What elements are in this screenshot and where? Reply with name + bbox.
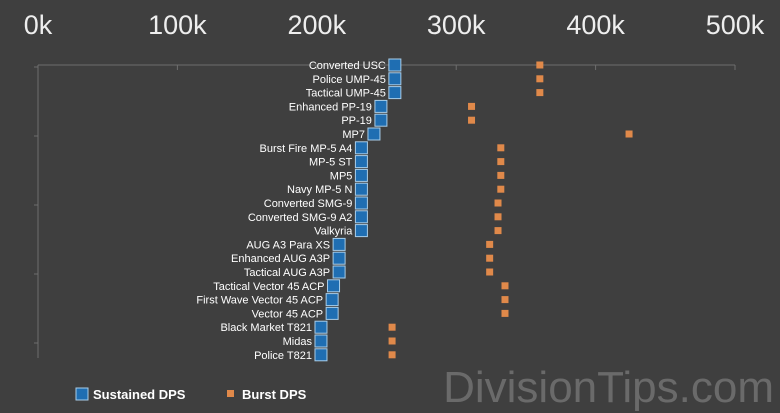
- burst-dps-point: [536, 75, 544, 83]
- burst-dps-point: [388, 351, 396, 359]
- category-label: MP5: [330, 170, 353, 182]
- sustained-dps-point: [354, 168, 368, 182]
- category-labels: Converted USC Police UMP-45 Tactical UMP-4…: [196, 60, 386, 362]
- sustained-dps-point: [354, 210, 368, 224]
- category-label: Police UMP-45: [313, 74, 386, 86]
- sustained-dps-point: [374, 99, 388, 113]
- sustained-dps-point: [354, 182, 368, 196]
- sustained-dps-point: [327, 279, 341, 293]
- category-label: Navy MP-5 N: [287, 184, 352, 196]
- burst-dps-point: [501, 309, 509, 317]
- category-label: Midas: [283, 336, 313, 348]
- legend-burst-label: Burst DPS: [242, 387, 307, 402]
- sustained-dps-point: [354, 155, 368, 169]
- burst-dps-point: [494, 227, 502, 235]
- x-axis-ticks: 0k 100k 200k 300k 400k 500k: [24, 10, 765, 40]
- x-tick-label: 300k: [427, 10, 486, 40]
- category-label: MP7: [342, 129, 365, 141]
- x-tick-label: 200k: [288, 10, 347, 40]
- category-label: Vector 45 ACP: [252, 308, 324, 320]
- category-label: Enhanced PP-19: [289, 101, 372, 113]
- sustained-dps-point: [314, 334, 328, 348]
- burst-dps-point: [486, 268, 494, 276]
- burst-dps-point: [497, 185, 505, 193]
- category-label: PP-19: [341, 115, 372, 127]
- sustained-dps-point: [354, 224, 368, 238]
- category-label: Tactical UMP-45: [306, 88, 386, 100]
- burst-dps-point: [497, 144, 505, 152]
- axes: [34, 64, 736, 358]
- burst-dps-point: [494, 213, 502, 221]
- sustained-dps-point: [325, 306, 339, 320]
- burst-dps-point: [468, 102, 476, 110]
- x-tick-label: 400k: [566, 10, 625, 40]
- burst-dps-point: [497, 171, 505, 179]
- watermark: DivisionTips.com: [443, 363, 774, 412]
- category-label: Black Market T821: [220, 322, 312, 334]
- sustained-dps-point: [314, 320, 328, 334]
- sustained-dps-point: [354, 196, 368, 210]
- category-label: Burst Fire MP-5 A4: [259, 143, 352, 155]
- category-label: Tactical Vector 45 ACP: [213, 281, 324, 293]
- burst-dps-point: [388, 337, 396, 345]
- sustained-dps-point: [332, 237, 346, 251]
- sustained-dps-series: [314, 58, 402, 362]
- burst-dps-point: [501, 296, 509, 304]
- legend-sustained-label: Sustained DPS: [93, 387, 186, 402]
- burst-dps-point: [536, 89, 544, 97]
- category-label: MP-5 ST: [309, 157, 353, 169]
- category-label: Tactical AUG A3P: [244, 267, 330, 279]
- burst-dps-point: [497, 158, 505, 166]
- sustained-dps-point: [367, 127, 381, 141]
- category-label: Enhanced AUG A3P: [231, 253, 330, 265]
- burst-dps-point: [468, 116, 476, 124]
- burst-dps-point: [494, 199, 502, 207]
- sustained-dps-point: [388, 86, 402, 100]
- category-label: Police T821: [254, 350, 312, 362]
- legend-burst-swatch: [227, 390, 234, 397]
- x-tick-label: 100k: [148, 10, 207, 40]
- category-label: AUG A3 Para XS: [246, 239, 330, 251]
- sustained-dps-point: [388, 58, 402, 72]
- sustained-dps-point: [332, 265, 346, 279]
- burst-dps-point: [486, 254, 494, 262]
- burst-dps-series: [388, 61, 633, 359]
- sustained-dps-point: [374, 113, 388, 127]
- category-label: Converted USC: [309, 60, 386, 72]
- category-label: First Wave Vector 45 ACP: [196, 295, 323, 307]
- burst-dps-point: [625, 130, 633, 138]
- burst-dps-point: [486, 240, 494, 248]
- burst-dps-point: [536, 61, 544, 69]
- category-label: Valkyria: [314, 226, 353, 238]
- x-tick-label: 0k: [24, 10, 53, 40]
- sustained-dps-point: [325, 293, 339, 307]
- x-tick-label: 500k: [706, 10, 765, 40]
- sustained-dps-point: [388, 72, 402, 86]
- legend: Sustained DPS Burst DPS: [75, 387, 307, 402]
- legend-sustained-swatch: [75, 387, 89, 401]
- burst-dps-point: [501, 282, 509, 290]
- sustained-dps-point: [314, 348, 328, 362]
- sustained-dps-point: [332, 251, 346, 265]
- sustained-dps-point: [354, 141, 368, 155]
- category-label: Converted SMG-9 A2: [248, 212, 353, 224]
- burst-dps-point: [388, 323, 396, 331]
- category-label: Converted SMG-9: [264, 198, 353, 210]
